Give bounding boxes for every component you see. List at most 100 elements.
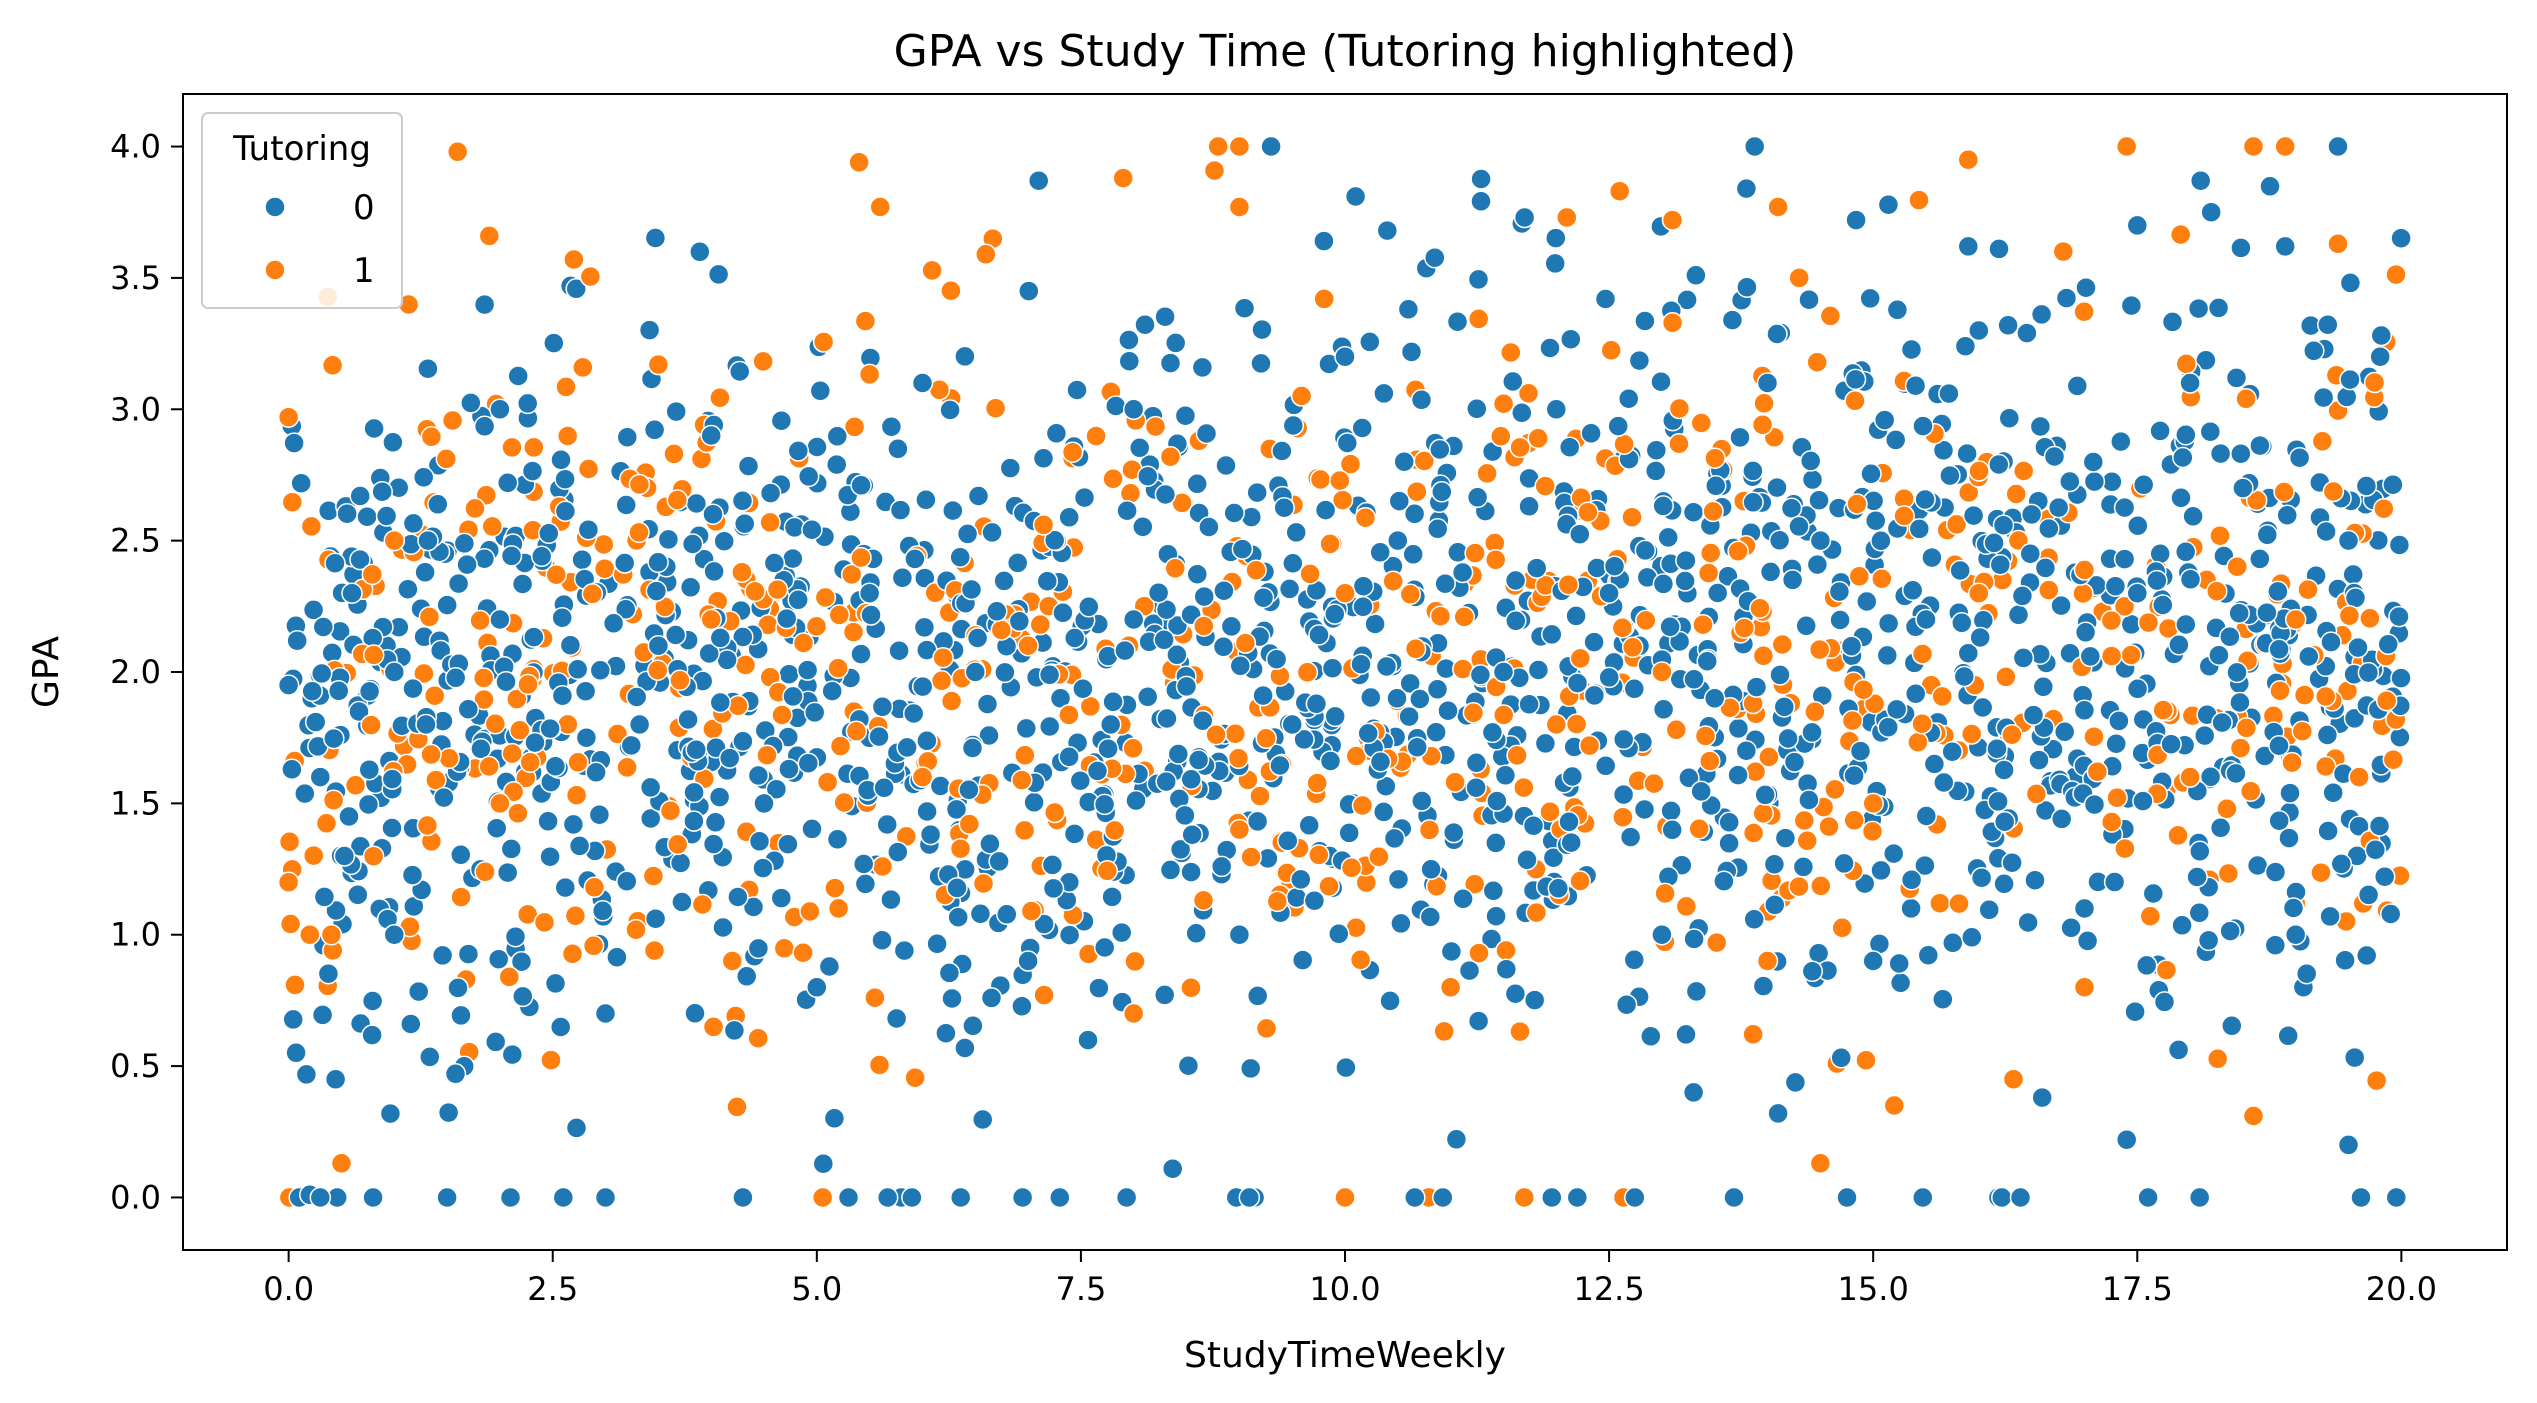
data-point-tutoring-0 [1066, 379, 1088, 401]
data-point-tutoring-0 [797, 465, 820, 488]
data-point-tutoring-0 [323, 727, 345, 750]
data-point-tutoring-1 [1020, 900, 1043, 922]
data-point-tutoring-1 [2155, 959, 2178, 981]
data-point-tutoring-1 [1806, 351, 1828, 373]
data-point-tutoring-0 [1901, 579, 1924, 602]
data-point-tutoring-1 [2106, 786, 2128, 809]
data-point-tutoring-0 [2350, 1186, 2372, 1209]
data-point-tutoring-1 [418, 606, 441, 628]
data-point-tutoring-0 [1889, 972, 1912, 994]
data-point-tutoring-0 [876, 813, 898, 836]
data-point-tutoring-0 [602, 612, 625, 635]
data-point-tutoring-0 [871, 929, 893, 951]
data-point-tutoring-0 [1036, 570, 1059, 592]
data-point-tutoring-1 [556, 425, 579, 447]
data-point-tutoring-0 [854, 873, 877, 895]
data-point-tutoring-0 [1102, 691, 1124, 713]
data-point-tutoring-0 [1615, 993, 1638, 1016]
data-point-tutoring-0 [295, 1063, 318, 1086]
data-point-tutoring-1 [1525, 901, 1548, 924]
data-point-tutoring-1 [1752, 645, 1775, 667]
data-point-tutoring-0 [2232, 477, 2254, 499]
data-point-tutoring-1 [848, 151, 870, 174]
data-point-tutoring-0 [1766, 323, 1788, 345]
data-point-tutoring-0 [589, 659, 612, 682]
data-point-tutoring-0 [2256, 524, 2279, 546]
data-point-tutoring-0 [2208, 644, 2230, 666]
data-point-tutoring-0 [825, 453, 848, 476]
data-point-tutoring-0 [1541, 1186, 1563, 1209]
data-point-tutoring-0 [1594, 755, 1617, 777]
data-point-tutoring-0 [1424, 246, 1446, 269]
data-point-tutoring-0 [826, 425, 849, 448]
data-point-tutoring-0 [577, 518, 600, 541]
data-point-tutoring-0 [512, 985, 534, 1008]
data-point-tutoring-1 [1788, 267, 1810, 289]
data-point-tutoring-0 [2019, 542, 2042, 565]
data-point-tutoring-1 [1749, 597, 1771, 619]
data-point-tutoring-1 [669, 669, 691, 692]
data-point-tutoring-0 [1452, 888, 1474, 910]
data-point-tutoring-0 [1560, 831, 1582, 854]
data-point-tutoring-0 [1277, 830, 1299, 852]
data-point-tutoring-0 [1409, 688, 1431, 710]
data-point-tutoring-1 [583, 876, 606, 899]
data-point-tutoring-0 [2020, 503, 2043, 526]
data-point-tutoring-1 [320, 924, 343, 946]
data-point-tutoring-0 [880, 888, 902, 911]
data-point-tutoring-0 [1830, 1047, 1852, 1069]
data-point-tutoring-1 [1468, 942, 1490, 964]
data-point-tutoring-0 [2108, 710, 2130, 732]
data-point-tutoring-0 [938, 962, 961, 984]
data-point-tutoring-0 [1877, 193, 1900, 216]
data-point-tutoring-0 [777, 833, 799, 855]
data-point-tutoring-0 [383, 661, 406, 683]
data-point-tutoring-1 [1767, 196, 1789, 218]
data-point-tutoring-1 [1354, 506, 1377, 529]
data-point-tutoring-0 [2170, 487, 2192, 509]
data-point-tutoring-0 [639, 807, 662, 830]
data-point-tutoring-0 [2377, 633, 2399, 656]
data-point-tutoring-0 [1045, 422, 1068, 445]
data-point-tutoring-0 [501, 1043, 524, 1066]
data-point-tutoring-0 [821, 680, 843, 702]
data-point-tutoring-0 [1213, 579, 1235, 602]
data-point-tutoring-0 [537, 810, 559, 833]
data-point-tutoring-1 [1234, 632, 1257, 654]
data-point-tutoring-0 [2264, 934, 2287, 956]
data-point-tutoring-0 [358, 758, 381, 781]
data-point-tutoring-0 [994, 661, 1016, 684]
x-axis-label: StudyTimeWeekly [1184, 1335, 1506, 1376]
data-point-tutoring-0 [1808, 489, 1830, 512]
data-point-tutoring-1 [506, 688, 528, 710]
data-point-tutoring-0 [1308, 624, 1330, 646]
data-point-tutoring-0 [1619, 826, 1642, 848]
data-point-tutoring-0 [1038, 715, 1061, 738]
data-point-tutoring-0 [2382, 473, 2404, 496]
data-point-tutoring-0 [850, 643, 872, 665]
data-point-tutoring-1 [1296, 661, 1319, 684]
data-point-tutoring-0 [727, 886, 749, 908]
data-point-tutoring-1 [1029, 613, 1052, 636]
data-point-tutoring-0 [1706, 582, 1729, 604]
data-point-tutoring-1 [1651, 661, 1673, 683]
data-point-tutoring-0 [2182, 505, 2204, 528]
data-point-tutoring-0 [1997, 314, 2019, 337]
data-point-tutoring-0 [414, 561, 436, 584]
data-point-tutoring-0 [2193, 724, 2216, 747]
data-point-tutoring-1 [1824, 778, 1846, 801]
data-point-tutoring-1 [1255, 1017, 1278, 1040]
data-point-tutoring-0 [1743, 908, 1765, 931]
data-point-tutoring-0 [371, 480, 393, 503]
data-point-tutoring-0 [2103, 871, 2126, 893]
data-point-tutoring-0 [2284, 923, 2307, 946]
data-point-tutoring-1 [747, 1027, 769, 1049]
data-point-tutoring-0 [1369, 751, 1392, 773]
data-point-tutoring-0 [565, 1117, 588, 1139]
data-point-tutoring-0 [401, 864, 424, 886]
data-point-tutoring-0 [1956, 442, 1978, 465]
data-point-tutoring-0 [2264, 861, 2287, 883]
data-point-tutoring-0 [1442, 821, 1465, 844]
data-point-tutoring-0 [613, 552, 636, 574]
data-point-tutoring-0 [496, 472, 519, 494]
